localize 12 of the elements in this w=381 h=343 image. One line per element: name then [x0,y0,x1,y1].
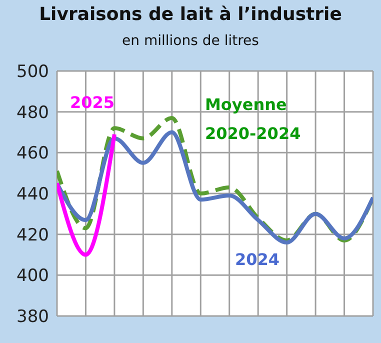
series-label: 2025 [70,92,116,114]
y-tick-label: 440 [16,184,49,205]
y-tick-label: 380 [16,307,49,328]
chart-title: Livraisons de lait à l’industrie [38,4,343,25]
series-label: 2024 [235,249,281,271]
y-tick-label: 420 [16,225,49,246]
y-tick-label: 500 [16,62,49,82]
series-label: Moyenne 2020-2024 [205,94,302,145]
y-tick-label: 460 [16,144,49,164]
y-tick-label: 480 [16,102,49,123]
y-tick-label: 400 [16,266,49,286]
chart-subtitle: en millions de litres [121,33,260,49]
